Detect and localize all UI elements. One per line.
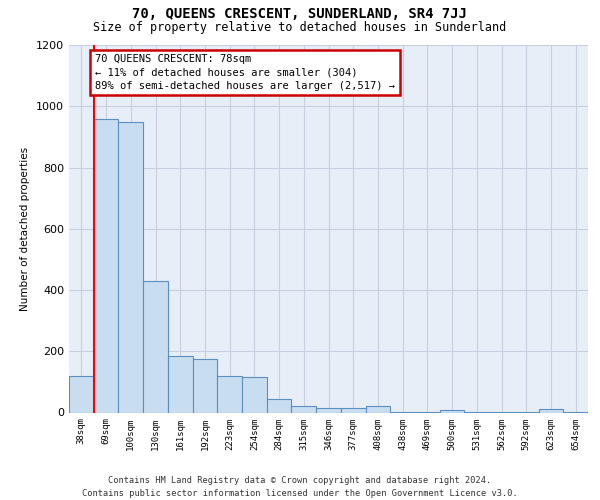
Text: 70, QUEENS CRESCENT, SUNDERLAND, SR4 7JJ: 70, QUEENS CRESCENT, SUNDERLAND, SR4 7JJ — [133, 8, 467, 22]
Bar — [267, 398, 292, 412]
Bar — [118, 122, 143, 412]
Bar — [242, 378, 267, 412]
Bar — [143, 281, 168, 412]
Y-axis label: Number of detached properties: Number of detached properties — [20, 146, 31, 311]
Bar — [94, 118, 118, 412]
Bar — [193, 359, 217, 412]
Text: Size of property relative to detached houses in Sunderland: Size of property relative to detached ho… — [94, 21, 506, 34]
Bar — [316, 408, 341, 412]
Text: Contains HM Land Registry data © Crown copyright and database right 2024.
Contai: Contains HM Land Registry data © Crown c… — [82, 476, 518, 498]
Bar — [217, 376, 242, 412]
Text: 70 QUEENS CRESCENT: 78sqm
← 11% of detached houses are smaller (304)
89% of semi: 70 QUEENS CRESCENT: 78sqm ← 11% of detac… — [95, 54, 395, 90]
Bar — [292, 406, 316, 412]
Bar — [539, 409, 563, 412]
Bar — [365, 406, 390, 412]
Bar — [168, 356, 193, 412]
Bar — [341, 408, 365, 412]
Bar — [69, 376, 94, 412]
Bar — [440, 410, 464, 412]
